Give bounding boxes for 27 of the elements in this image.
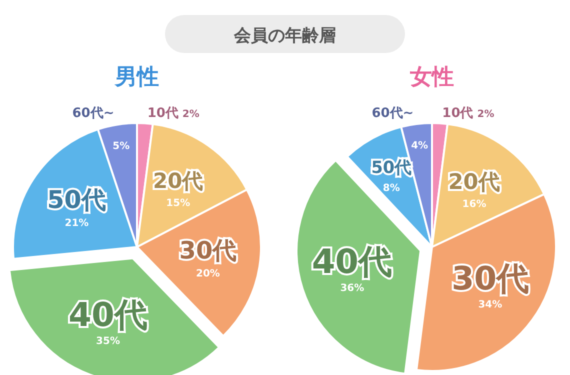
chart-title: 女性	[409, 65, 454, 90]
slice-label: 30代	[179, 236, 237, 264]
data-label: 2%	[182, 109, 200, 120]
slice-label: 30代	[452, 259, 529, 298]
slice-label: 10代	[147, 106, 178, 121]
data-label: 8%	[382, 183, 400, 194]
chart-title: 男性	[114, 65, 159, 90]
data-label: 21%	[64, 218, 89, 229]
slice-label: 20代	[448, 170, 500, 195]
slice-label: 60代~	[372, 106, 414, 121]
data-label: 20%	[196, 268, 220, 280]
data-label: 15%	[166, 198, 190, 210]
slice-label: 40代	[68, 294, 148, 334]
slice-label: 60代~	[72, 106, 114, 121]
text: 会員の年齢層	[233, 26, 336, 46]
data-label: 16%	[462, 198, 486, 210]
data-label: 36%	[340, 282, 364, 294]
data-label: 34%	[478, 299, 502, 310]
slice-label: 50代	[371, 157, 412, 178]
data-label: 5%	[112, 141, 130, 152]
data-label: 2%	[477, 109, 494, 120]
slice-label: 10代	[442, 106, 474, 121]
data-label: 4%	[411, 140, 428, 152]
slice-label: 20代	[153, 169, 204, 194]
slice-label: 40代	[312, 242, 393, 281]
data-label: 35%	[96, 336, 120, 347]
slice-label: 50代	[47, 184, 106, 214]
